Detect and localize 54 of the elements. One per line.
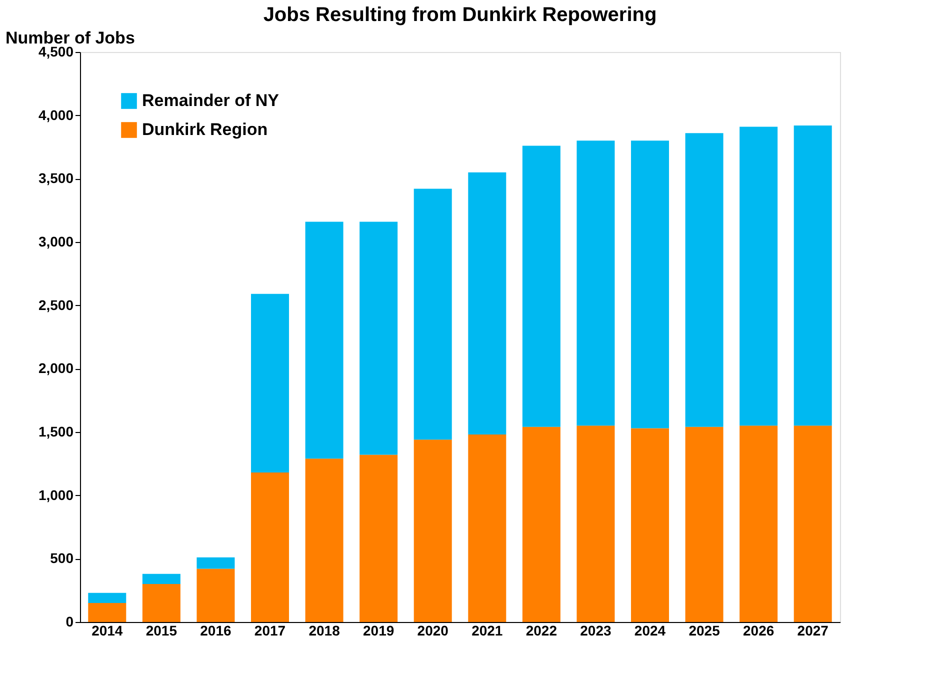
bar (522, 146, 560, 427)
x-tick-label: 2018 (308, 622, 340, 638)
bar (142, 584, 180, 622)
x-tick-label: 2026 (742, 622, 774, 638)
bar (251, 294, 289, 473)
x-tick-label: 2015 (146, 622, 178, 638)
bar (468, 172, 506, 435)
y-tick-label: 0 (66, 614, 74, 630)
bar (196, 568, 235, 622)
x-tick-label: 2025 (688, 622, 720, 638)
bar (522, 426, 560, 622)
bar (576, 140, 615, 426)
bar (631, 140, 669, 428)
y-tick-label: 3,500 (38, 170, 74, 186)
x-tick-label: 2027 (797, 622, 829, 638)
x-tick-label: 2024 (634, 622, 666, 638)
y-tick-label: 3,000 (38, 234, 74, 250)
x-tick-label: 2022 (526, 622, 558, 638)
bar (740, 426, 778, 622)
y-tick-label: 2,000 (38, 360, 74, 376)
bar (468, 434, 506, 622)
x-tick-label: 2023 (580, 622, 612, 638)
bar (196, 557, 235, 569)
y-tick-label: 1,000 (38, 486, 74, 503)
bar (305, 458, 344, 622)
y-tick-label: 500 (50, 550, 74, 566)
bar (576, 426, 615, 622)
bar (251, 472, 289, 622)
legend-label: Dunkirk Region (142, 120, 268, 139)
x-tick-label: 2017 (254, 622, 286, 638)
bar (88, 592, 126, 603)
x-tick-label: 2016 (200, 622, 232, 638)
y-tick-label: 1,500 (38, 424, 74, 440)
bar (360, 222, 398, 455)
x-tick-label: 2021 (472, 622, 503, 638)
bar (414, 188, 452, 440)
x-tick-label: 2020 (417, 622, 449, 638)
bar (631, 428, 669, 622)
bar (740, 126, 778, 426)
legend-label: Remainder of NY (142, 91, 280, 110)
bar (794, 125, 832, 426)
bar (685, 426, 724, 622)
bar (794, 426, 832, 622)
y-tick-label: 4,000 (38, 106, 74, 123)
bar (685, 133, 724, 427)
bar (142, 574, 180, 584)
x-tick-label: 2014 (92, 622, 123, 638)
bar (360, 454, 398, 622)
bar (88, 603, 126, 622)
y-tick-label: 2,500 (38, 296, 74, 313)
x-tick-label: 2019 (362, 622, 394, 638)
bar (305, 222, 344, 459)
bar (414, 440, 452, 622)
chart-title: Jobs Resulting from Dunkirk Repowering (263, 4, 657, 26)
